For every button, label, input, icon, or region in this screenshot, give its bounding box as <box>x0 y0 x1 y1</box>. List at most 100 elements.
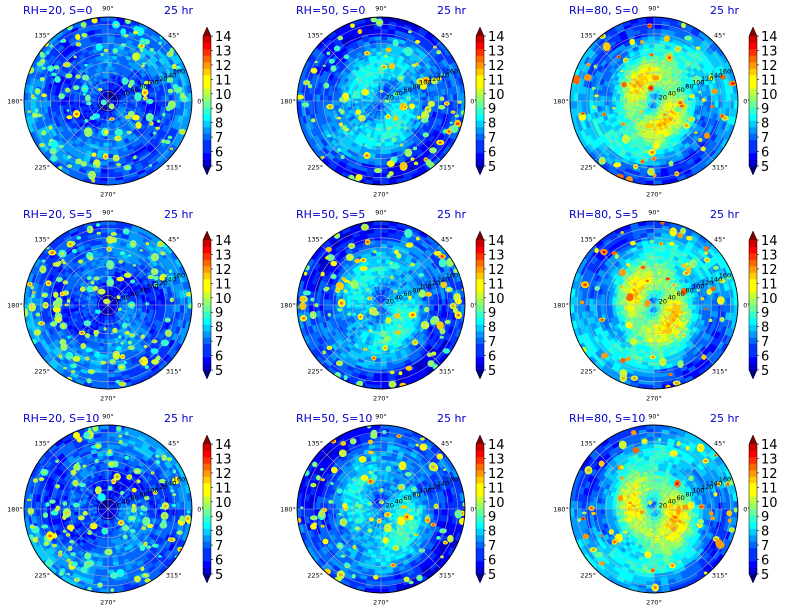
radial-tick-label: 40 <box>122 90 130 98</box>
field-cell <box>50 100 56 107</box>
convective-core <box>83 87 87 90</box>
convective-core <box>59 166 62 169</box>
radial-tick-label: 160 <box>446 68 458 76</box>
field-cell <box>433 95 439 102</box>
field-cell <box>50 95 56 102</box>
field-cell <box>647 161 655 167</box>
colorbar-extend-max <box>203 27 211 36</box>
field-cell <box>380 169 389 174</box>
convective-cell <box>41 93 47 98</box>
field-cell <box>619 94 625 99</box>
angle-tick-label: 45° <box>441 32 453 40</box>
colorbar-segment <box>749 107 757 115</box>
field-cell <box>308 93 313 102</box>
convective-core <box>66 89 69 91</box>
colorbar-segment <box>749 88 757 95</box>
colorbar-segment <box>476 101 484 108</box>
convective-core <box>144 97 147 99</box>
convective-cell <box>75 33 81 41</box>
colorbar-tick-label: 5 <box>761 160 769 175</box>
colorbar-tick-label: 10 <box>488 88 505 103</box>
angle-tick-label: 90° <box>102 5 114 13</box>
radial-tick-label: 20 <box>386 93 394 101</box>
convective-cell <box>82 74 89 81</box>
convective-core <box>678 101 682 105</box>
convective-cell <box>180 92 186 98</box>
colorbar-segment <box>749 68 757 76</box>
field-cell <box>315 94 321 102</box>
convective-cell <box>162 112 166 117</box>
convective-cell <box>602 42 611 52</box>
convective-cell <box>645 123 653 129</box>
field-cell <box>334 96 340 102</box>
angle-tick-label: 315° <box>712 163 728 171</box>
convective-cell <box>684 35 693 41</box>
convective-core <box>648 24 651 27</box>
convective-cell <box>114 128 123 137</box>
field-cell <box>107 77 111 83</box>
colorbar-segment <box>476 153 484 160</box>
angle-tick-label: 0° <box>197 98 204 106</box>
colorbar-tick-label: 8 <box>488 117 496 132</box>
field-cell <box>615 97 621 102</box>
convective-core <box>92 180 95 182</box>
field-cell <box>107 172 116 178</box>
field-cell <box>647 35 655 41</box>
colorbar-segment <box>749 101 757 108</box>
convective-core <box>650 53 653 56</box>
colorbar-extend-min <box>749 166 757 175</box>
convective-core <box>49 67 53 70</box>
convective-cell <box>352 90 361 99</box>
convective-cell <box>355 173 363 181</box>
colorbar-tick-label: 9 <box>761 102 769 117</box>
convective-cell <box>333 45 341 52</box>
field-cell <box>107 161 115 167</box>
field-cell <box>714 100 720 108</box>
panel-title: RH=20, S=0 <box>23 4 92 17</box>
convective-cell <box>146 98 154 105</box>
convective-core <box>40 144 44 147</box>
field-cell <box>304 93 310 102</box>
convective-cell <box>80 21 87 28</box>
field-cell <box>376 54 382 60</box>
convective-core <box>613 107 615 109</box>
convective-cell <box>408 103 416 110</box>
convective-cell <box>139 84 147 90</box>
field-cell <box>377 134 382 140</box>
convective-core <box>642 131 645 133</box>
convective-core <box>169 52 173 55</box>
convective-cell <box>142 62 147 65</box>
convective-core <box>641 160 644 163</box>
convective-cell <box>165 105 171 112</box>
field-cell <box>722 93 727 102</box>
convective-cell <box>167 88 174 94</box>
polar-panel: 20 40 60 801001201401600°45°90°135°180°225°… <box>280 4 504 199</box>
field-cell <box>647 130 652 136</box>
field-cell <box>101 161 109 167</box>
convective-cell <box>161 139 166 143</box>
angle-tick-label: 270° <box>373 191 389 199</box>
colorbar-extend-min <box>203 166 211 175</box>
convective-cell <box>591 86 596 90</box>
convective-core <box>699 139 702 141</box>
field-cell <box>100 24 109 30</box>
colorbar-segment <box>476 159 484 167</box>
convective-cell <box>155 126 160 130</box>
field-cell <box>656 66 661 72</box>
convective-core <box>141 40 144 43</box>
radial-tick-label: 60 <box>676 86 684 94</box>
convective-cell <box>84 63 88 67</box>
convective-cell <box>50 154 58 162</box>
field-cell <box>725 93 731 102</box>
convective-cell <box>131 114 140 121</box>
field-cell <box>653 54 659 60</box>
convective-cell <box>430 77 438 85</box>
field-cell <box>110 66 115 72</box>
colorbar-tick-label: 8 <box>215 117 223 132</box>
colorbar-segment <box>749 114 757 121</box>
colorbar-segment <box>749 49 757 56</box>
convective-core <box>328 105 332 109</box>
convective-cell <box>336 147 342 152</box>
colorbar-segment <box>203 153 211 160</box>
convective-core <box>731 82 735 85</box>
